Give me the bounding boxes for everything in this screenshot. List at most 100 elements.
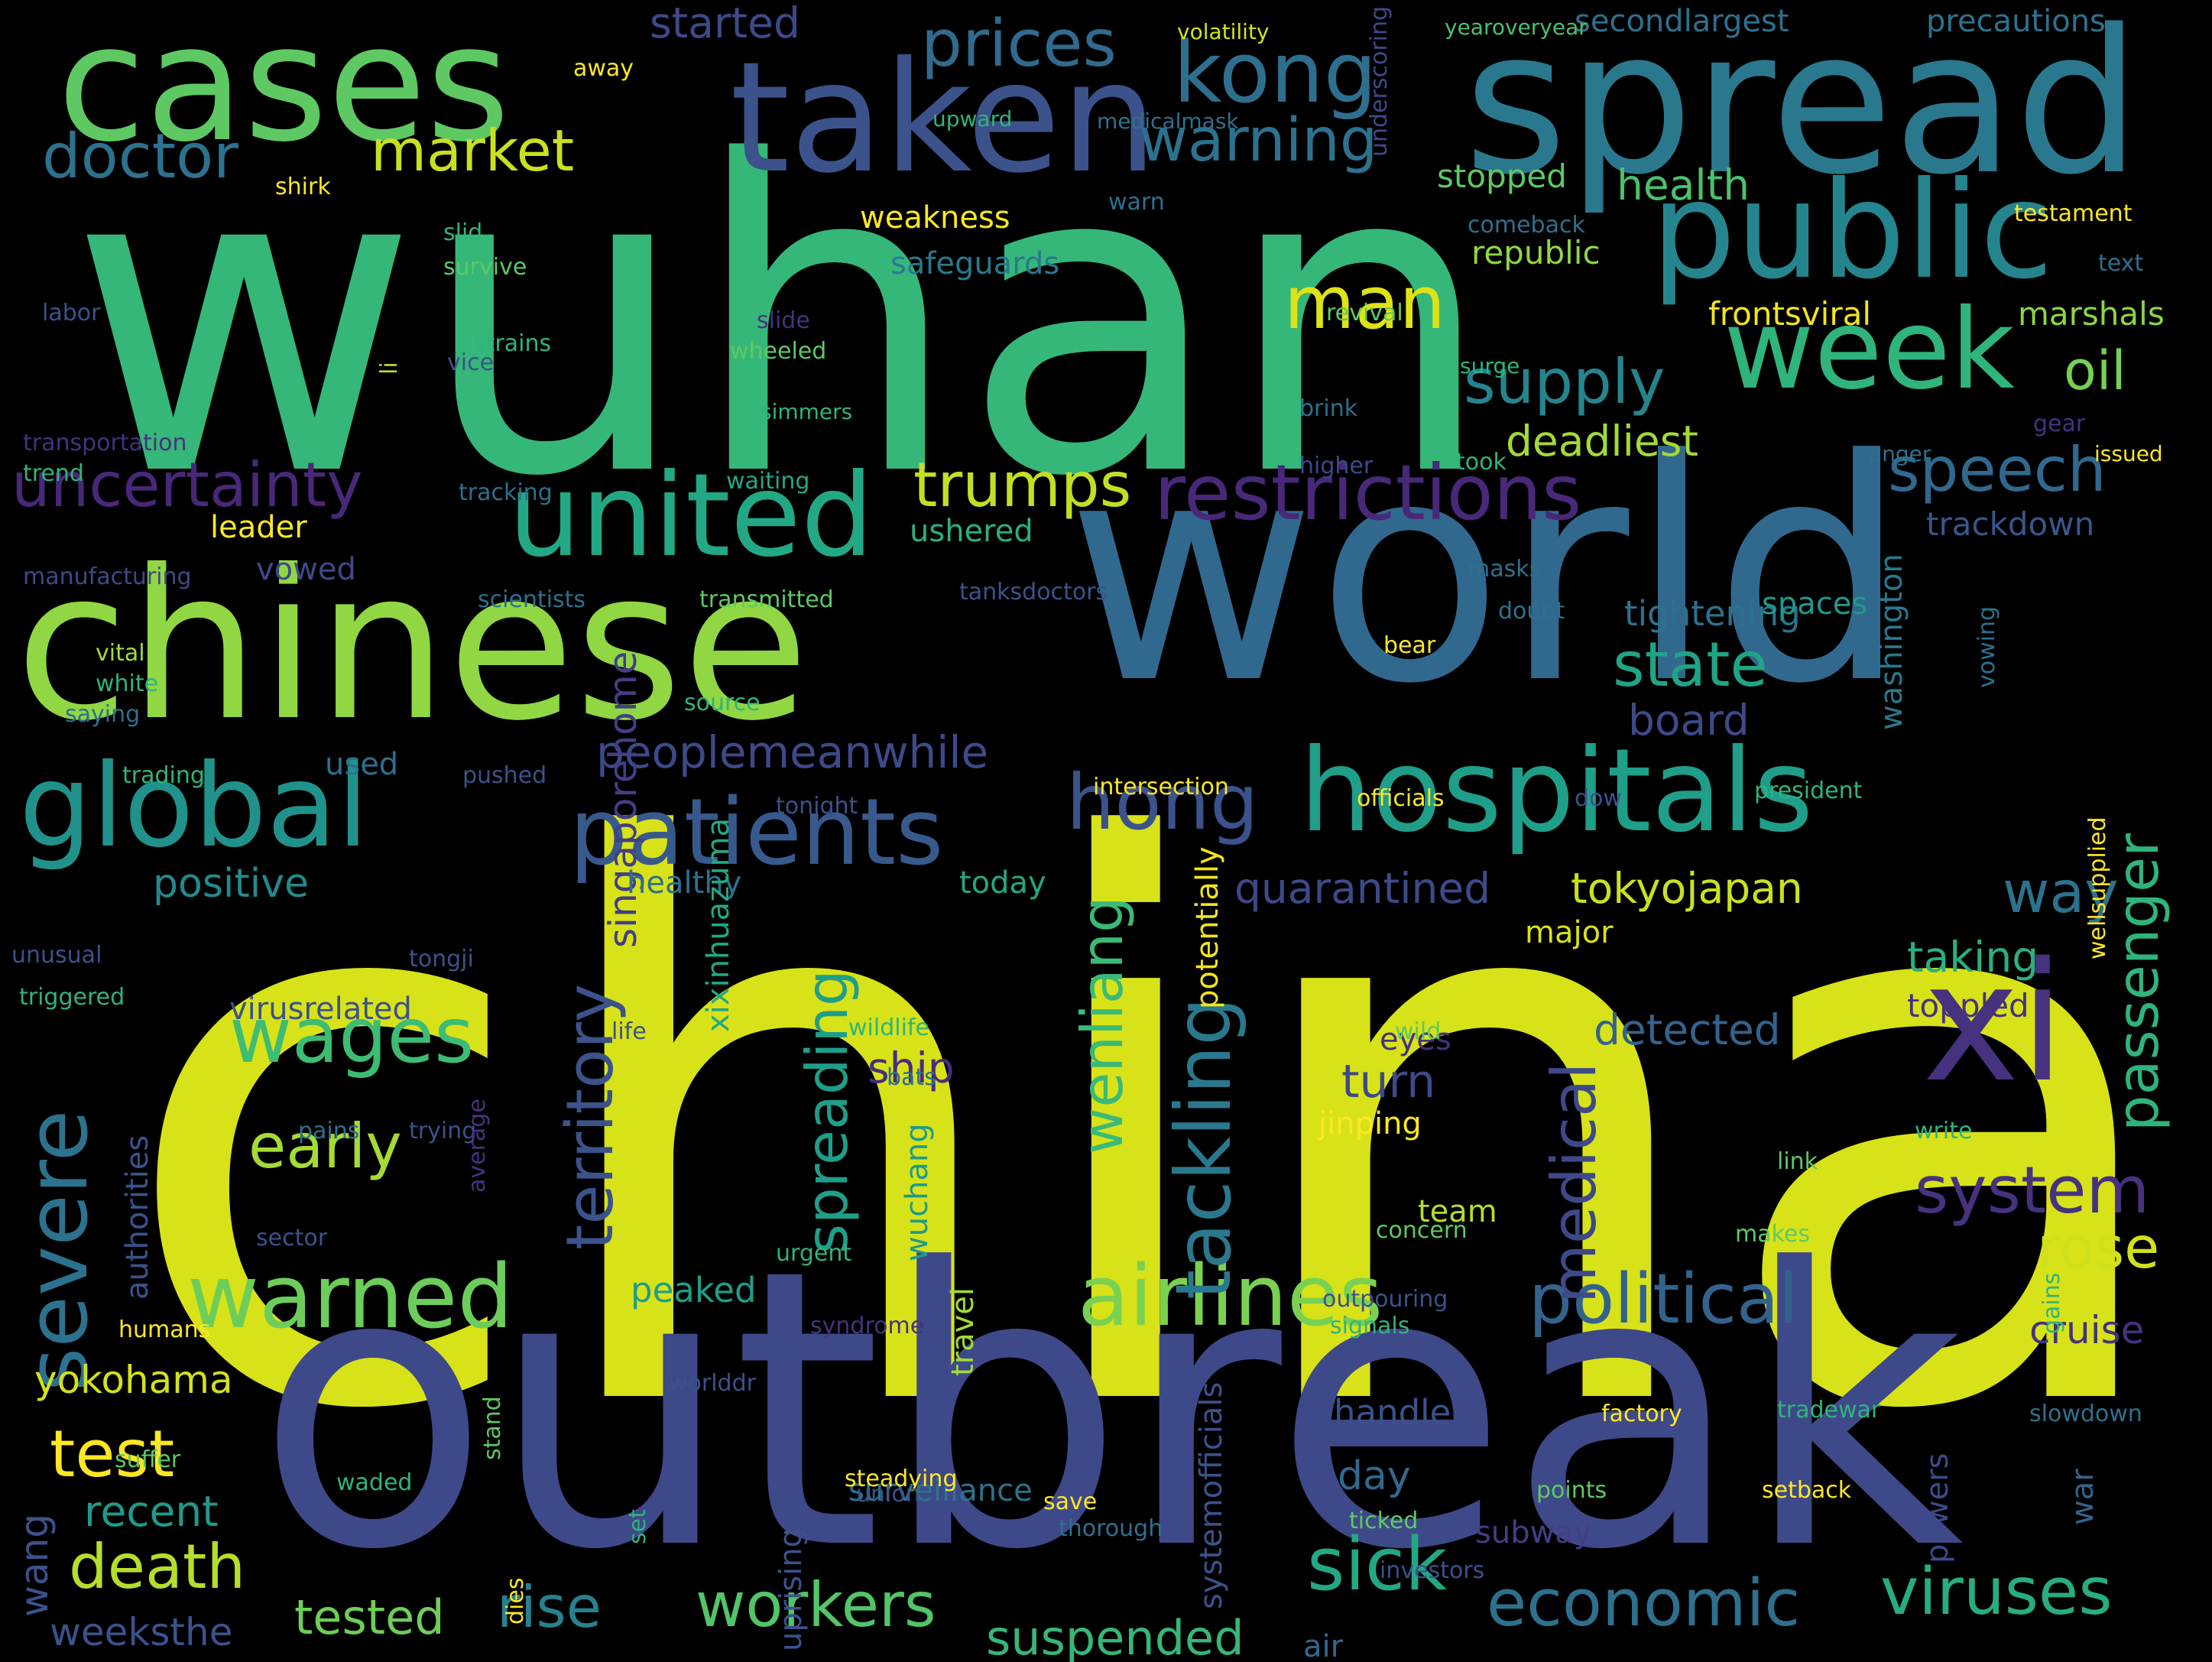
word-weeksthe: weeksthe <box>50 1610 233 1654</box>
word-warned: warned <box>187 1246 514 1349</box>
word-stand: stand <box>479 1396 506 1460</box>
word-public: public <box>1651 154 2054 309</box>
word-ushered: ushered <box>910 514 1033 549</box>
word-secondlargest: secondlargest <box>1575 4 1789 39</box>
word-white: white <box>96 670 159 697</box>
word-triggered: triggered <box>19 984 125 1011</box>
word-market: market <box>371 117 575 184</box>
word-political: political <box>1529 1259 1798 1339</box>
word-patients: patients <box>569 780 944 886</box>
word-setback: setback <box>1762 1477 1852 1504</box>
word-saying: saying <box>65 701 141 728</box>
word-simmers: simmers <box>761 399 853 424</box>
word-tanksdoctors: tanksdoctors <box>959 579 1108 605</box>
word-trumps: trumps <box>913 450 1132 521</box>
word-signals: signals <box>1330 1313 1410 1339</box>
word-severe: severe <box>8 1109 106 1391</box>
word-worlddr: worlddr <box>669 1370 756 1397</box>
word-dies: dies <box>502 1577 529 1625</box>
word-bats: bats <box>887 1064 936 1091</box>
word-cruise: cruise <box>2029 1308 2145 1352</box>
word-spaces: spaces <box>1762 586 1868 622</box>
word-gear: gear <box>2033 411 2086 437</box>
word-stopped: stopped <box>1437 157 1567 195</box>
word-shirk: shirk <box>275 174 331 200</box>
word-trend: trend <box>23 460 84 487</box>
word-united: united <box>508 450 874 583</box>
word-president: president <box>1754 777 1863 804</box>
word-write: write <box>1915 1118 1973 1144</box>
word-sick: sick <box>1307 1523 1448 1607</box>
word-tracking: tracking <box>459 479 553 506</box>
word-week: week <box>1724 285 2015 414</box>
word-hong: hong <box>1066 758 1259 847</box>
word-syndrome: syndrome <box>810 1313 925 1339</box>
word-uprising: uprising <box>774 1528 809 1651</box>
word-wheeled: wheeled <box>730 338 827 365</box>
word-slid: slid <box>443 219 483 246</box>
word-ship: ship <box>868 1044 955 1092</box>
word-unusual: unusual <box>11 942 102 969</box>
word-medical: medical <box>1539 1062 1610 1303</box>
word-vital: vital <box>96 640 145 667</box>
word-text: text <box>2098 250 2144 277</box>
word-xi: xi <box>1922 927 2065 1118</box>
word-average: average <box>464 1099 491 1193</box>
word-system: system <box>1915 1153 2150 1229</box>
word-trying: trying <box>409 1118 477 1144</box>
word-issued: issued <box>2094 441 2163 466</box>
word-urgent: urgent <box>776 1240 852 1267</box>
word-test: test <box>50 1417 175 1492</box>
word-eyes: eyes <box>1380 1022 1451 1057</box>
word-investors: investors <box>1380 1557 1485 1584</box>
word-wuhan: wuhan <box>69 72 1495 570</box>
word-jinping: jinping <box>1318 1106 1422 1141</box>
word-speech: speech <box>1888 434 2107 505</box>
word-suspended: suspended <box>986 1610 1244 1662</box>
word-points: points <box>1536 1477 1607 1504</box>
word-quarantined: quarantined <box>1234 864 1491 913</box>
word-trading: trading <box>122 762 205 789</box>
word-strains: strains <box>474 330 552 357</box>
word-death: death <box>69 1531 246 1602</box>
word-yearoveryear: yearoveryear <box>1445 15 1588 40</box>
word-makes: makes <box>1735 1221 1810 1248</box>
word-early: early <box>248 1111 402 1182</box>
word-ticked: ticked <box>1349 1508 1419 1534</box>
word-union: union <box>856 1481 920 1508</box>
word-slide: slide <box>757 307 810 334</box>
word-handle: handle <box>1334 1392 1451 1433</box>
word-source: source <box>684 690 761 716</box>
word-waiting: waiting <box>726 468 810 495</box>
word-humans: humans <box>118 1316 211 1343</box>
word-oil: oil <box>2064 339 2126 402</box>
word-wenliang: wenliang <box>1069 896 1136 1154</box>
word-save: save <box>1043 1488 1098 1515</box>
word-li: li <box>376 362 403 375</box>
word-officials: officials <box>1357 785 1445 812</box>
word-wellsupplied: wellsupplied <box>2084 816 2111 959</box>
word-washington: washington <box>1874 553 1909 730</box>
word-pushed: pushed <box>462 762 547 789</box>
word-spreading: spreading <box>793 969 861 1254</box>
word-virusrelated: virusrelated <box>229 992 412 1027</box>
word-anger: anger <box>1869 441 1931 466</box>
word-taking: taking <box>1907 933 2039 982</box>
word-restrictions: restrictions <box>1154 448 1582 537</box>
word-vice: vice <box>447 349 495 376</box>
word-prices: prices <box>921 6 1117 82</box>
word-testament: testament <box>2014 200 2133 227</box>
word-trackdown: trackdown <box>1926 505 2095 543</box>
word-safeguards: safeguards <box>890 246 1060 281</box>
word-yokohama: yokohama <box>34 1358 233 1402</box>
word-surge: surge <box>1460 353 1520 378</box>
word-major: major <box>1525 915 1614 950</box>
word-kong: kong <box>1173 24 1377 122</box>
word-war: war <box>2065 1469 2100 1525</box>
word-potentially: potentially <box>1190 846 1225 1009</box>
word-transmitted: transmitted <box>699 586 834 613</box>
word-life: life <box>611 1018 647 1045</box>
word-manufacturing: manufacturing <box>23 563 192 590</box>
word-day: day <box>1338 1453 1411 1499</box>
